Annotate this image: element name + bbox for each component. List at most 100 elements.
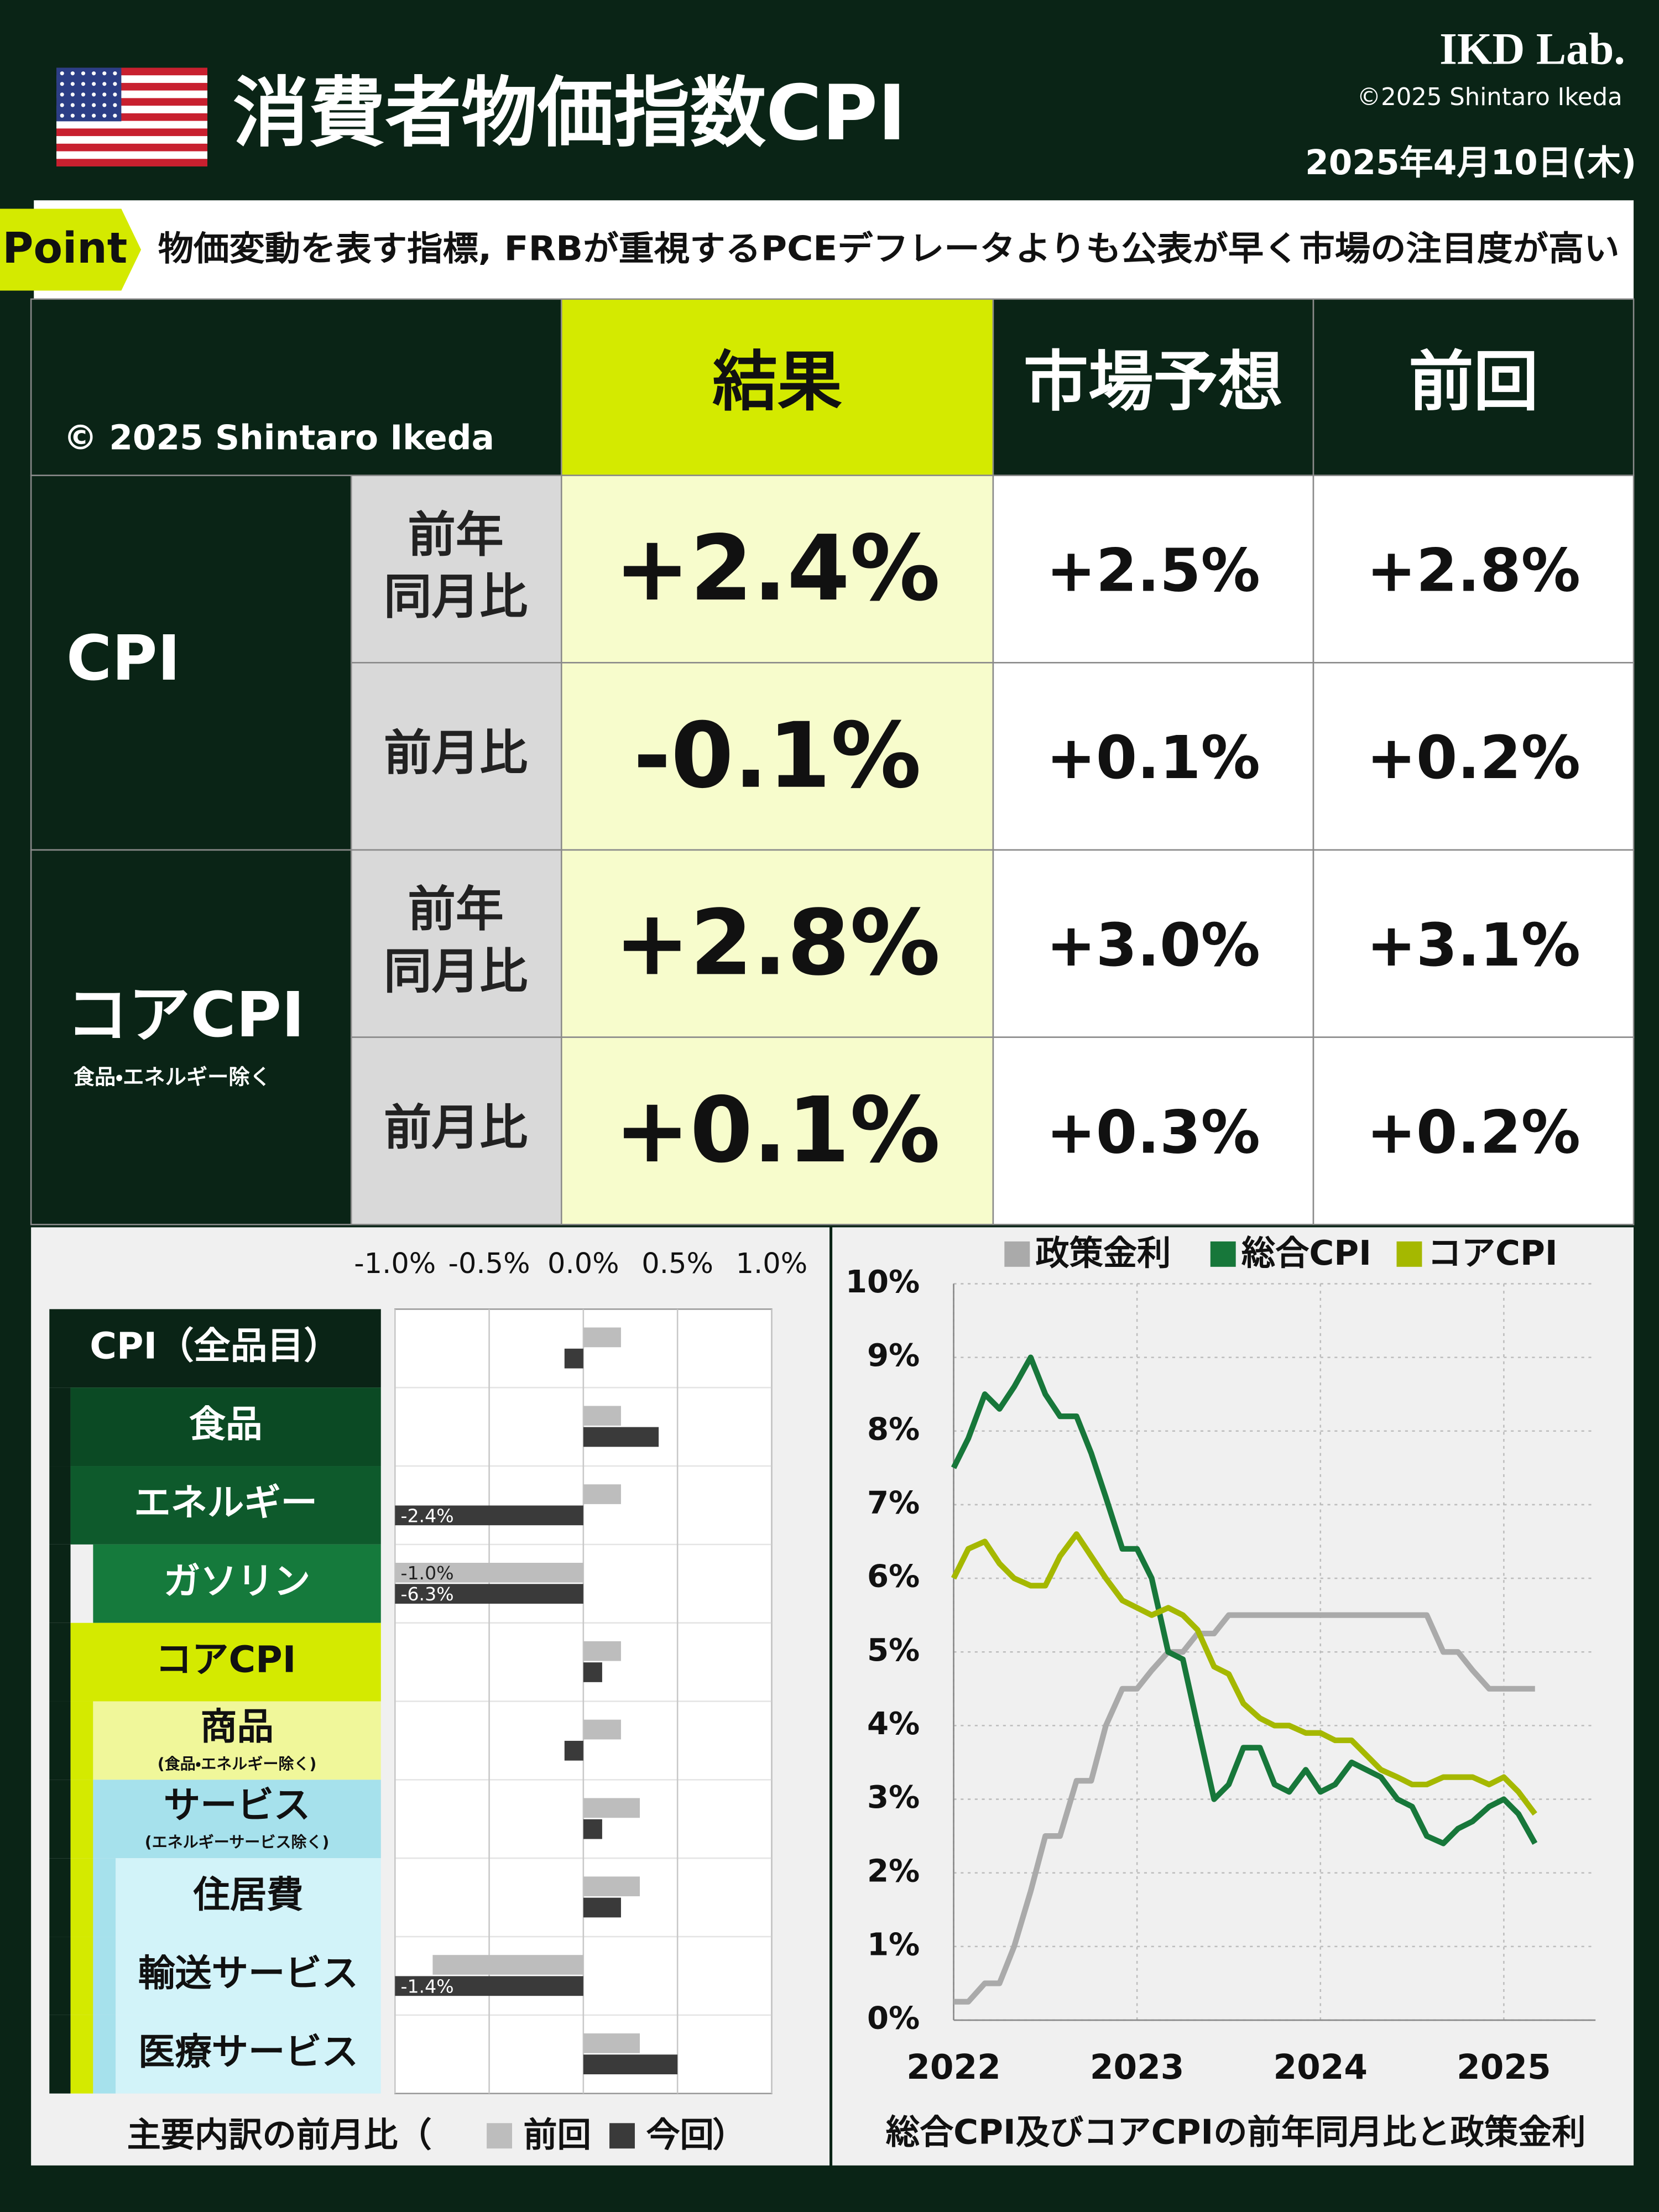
row-label: 同月比 (384, 943, 528, 999)
point-badge (0, 208, 142, 291)
hierarchy-strip (70, 2015, 93, 2094)
flag-star (70, 103, 75, 107)
x-tick-label: 2023 (1090, 2048, 1184, 2087)
bar (583, 1798, 640, 1818)
value-cell (1312, 662, 1635, 851)
x-tick-label: 2025 (1457, 2048, 1551, 2087)
value-text: +3.0% (1046, 911, 1260, 980)
y-tick-label: 5% (867, 1632, 920, 1668)
value-text: +0.1% (614, 1077, 941, 1183)
row-label-cell (350, 662, 562, 851)
flag-star (60, 82, 64, 86)
value-cell (992, 1036, 1314, 1225)
flag-star (113, 103, 117, 107)
flag-star (81, 92, 86, 97)
hierarchy-strip (49, 1466, 71, 1545)
category-label: 食品 (189, 1402, 263, 1446)
table-corner-text: © 2025 Shintaro Ikeda (64, 419, 494, 458)
category-block (70, 1623, 381, 1702)
bar (583, 2033, 640, 2053)
category-block (49, 1309, 381, 1388)
category-block (116, 1937, 381, 2015)
category-block (93, 1780, 381, 1859)
bar (395, 1976, 583, 1996)
hierarchy-strip (49, 1937, 71, 2015)
copyright: ©2025 Shintaro Ikeda (1357, 84, 1623, 111)
category-note: (食品・エネルギー除く) (158, 1755, 317, 1773)
y-tick-label: 9% (867, 1338, 920, 1374)
value-cell (1312, 849, 1635, 1038)
hierarchy-strip (70, 1937, 93, 2015)
column-header (561, 298, 994, 476)
y-tick-label: 4% (867, 1706, 920, 1742)
bar (432, 1955, 583, 1975)
bar-chart: -1.0% -0.5% 0.0% 0.5% 1.0% CPI（全品目） 食品エネルギーガソリ… (49, 1248, 808, 2154)
row-label-cell (350, 849, 562, 1038)
legend-swatch (487, 2123, 513, 2149)
legend-swatch (1210, 1241, 1236, 1267)
value-cell (561, 849, 994, 1038)
category-label: 住居費 (193, 1873, 304, 1916)
hierarchy-strip (70, 1780, 93, 1859)
flag-star (102, 82, 107, 86)
category-block (93, 1701, 381, 1780)
flag-star (102, 113, 107, 118)
chart-title: 主要内訳の前月比（ (127, 2115, 432, 2154)
y-tick-label: 8% (867, 1411, 920, 1447)
chart-title: 総合CPI及びコアCPIの前年同月比と政策金利 (886, 2112, 1586, 2152)
bar (583, 1876, 640, 1897)
category-block (93, 1544, 381, 1623)
hierarchy-strip (49, 1780, 71, 1859)
bar (395, 1505, 583, 1526)
x-tick-label: -0.5% (448, 1248, 530, 1280)
row-label-cell (350, 1036, 562, 1225)
page-title: 消費者物価指数CPI (233, 69, 906, 158)
row-label: 同月比 (384, 569, 528, 625)
hierarchy-strip (49, 1858, 71, 1937)
series-line (951, 1354, 1538, 1846)
x-tick-label: 2024 (1274, 2048, 1368, 2087)
value-cell (992, 849, 1314, 1038)
flag-stripe (56, 121, 207, 129)
value-text: +0.1% (1046, 724, 1260, 792)
row-label: 前年 (408, 507, 503, 563)
flag-star (113, 71, 117, 76)
bar (583, 1819, 602, 1839)
x-tick-label: 1.0% (736, 1248, 808, 1280)
series-line (953, 1612, 1535, 2005)
legend-swatch (609, 2123, 635, 2149)
y-tick-label: 0% (867, 2001, 920, 2037)
value-cell (992, 474, 1314, 664)
category-block (116, 2015, 381, 2094)
bar-value-label: -1.4% (400, 1975, 453, 1997)
legend-label: 前回 (523, 2115, 591, 2154)
value-text: +2.4% (614, 515, 941, 621)
bar (395, 1584, 583, 1604)
bar (564, 1740, 583, 1761)
bar (583, 1484, 621, 1504)
brand: IKD Lab. (1439, 24, 1625, 74)
value-text: +2.5% (1046, 537, 1260, 606)
line-panel (832, 1227, 1634, 2166)
flag-star (113, 92, 117, 97)
legend-swatch (1004, 1241, 1030, 1267)
value-cell (1312, 474, 1635, 664)
hierarchy-strip (49, 1387, 71, 1467)
flag-star (92, 103, 96, 107)
group-name: コアCPI (66, 979, 305, 1051)
y-tick-label: 1% (867, 1927, 920, 1963)
flag-star (60, 103, 64, 107)
flag-star (60, 92, 64, 97)
flag-canton (56, 67, 122, 122)
bar-value-label: -1.0% (400, 1562, 453, 1584)
legend-label: コアCPI (1428, 1234, 1558, 1273)
group-cell (30, 849, 352, 1225)
hierarchy-strip (93, 2015, 116, 2094)
value-cell (561, 1036, 994, 1225)
category-block (70, 1387, 381, 1467)
x-tick-label: 0.5% (641, 1248, 713, 1280)
column-header-text: 前回 (1408, 344, 1538, 420)
category-label: コアCPI (155, 1638, 296, 1681)
row-label: 前年 (408, 881, 503, 937)
category-label: 商品 (200, 1705, 274, 1748)
